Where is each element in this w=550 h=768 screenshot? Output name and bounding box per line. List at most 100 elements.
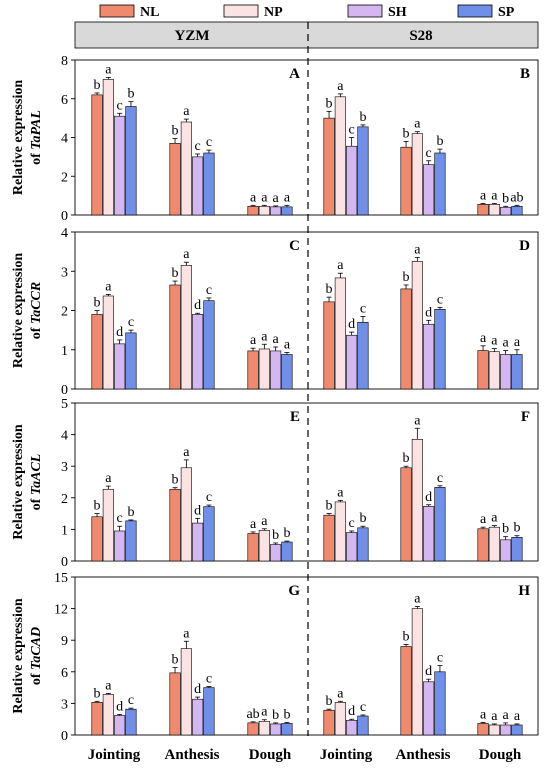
x-category-label: Anthesis [164, 747, 219, 763]
legend-label-sp: SP [498, 5, 515, 20]
significance-letter: b [127, 505, 134, 520]
y-tick-label: 5 [61, 397, 68, 412]
bar-sh [114, 530, 126, 562]
bar-np [258, 721, 270, 736]
bar-np [411, 608, 423, 736]
bar-nl [477, 528, 489, 562]
y-tick-label: 3 [61, 697, 68, 712]
panel-letter: H [518, 583, 530, 599]
significance-letter: a [491, 188, 498, 203]
significance-letter: a [480, 331, 487, 346]
y-tick-label: 4 [61, 429, 68, 444]
significance-letter: a [183, 626, 190, 641]
significance-letter: a [105, 678, 112, 693]
significance-letter: b [172, 123, 179, 138]
y-tick-label: 6 [61, 666, 68, 681]
bar-sh [346, 334, 358, 390]
significance-letter: a [414, 243, 421, 258]
significance-letter: b [127, 87, 134, 102]
bar-sh [500, 539, 512, 562]
significance-letter: a [183, 445, 190, 460]
significance-letter: d [348, 704, 355, 719]
panel-letter: E [290, 409, 300, 425]
x-category-label: Dough [249, 747, 292, 763]
bar-sp [511, 724, 523, 736]
bar-np [488, 724, 500, 736]
bar-nl [169, 284, 181, 390]
y-axis-label-gene: TaCCR [29, 282, 44, 324]
bar-sh [114, 115, 126, 216]
y-tick-label: 0 [61, 729, 68, 744]
bar-sp [281, 354, 293, 390]
y-axis-label-gene: TaPAL [29, 110, 44, 150]
bar-sp [434, 671, 446, 736]
bar-nl [91, 314, 103, 390]
bar-np [334, 96, 346, 216]
bar-sp [511, 205, 523, 216]
significance-letter: d [116, 325, 123, 340]
y-axis-label-prefix: of [29, 153, 44, 165]
y-axis-label-line1: Relative expression [11, 598, 26, 713]
significance-letter: b [436, 134, 443, 149]
bar-sp [511, 536, 523, 562]
y-axis-label-prefix: of [29, 498, 44, 510]
significance-letter: a [491, 334, 498, 349]
significance-letter: b [272, 528, 279, 543]
bar-sh [270, 206, 282, 216]
significance-letter: c [360, 700, 366, 715]
bar-nl [169, 672, 181, 736]
y-axis-label-line2: of TaCAD [29, 627, 44, 685]
header-box [74, 21, 539, 49]
panel-letter: F [521, 409, 530, 425]
significance-letter: d [194, 682, 201, 697]
panel-letter: A [289, 66, 300, 82]
bar-np [334, 277, 346, 390]
significance-letter: b [326, 96, 333, 111]
bar-sp [511, 354, 523, 390]
panel-letter: G [288, 583, 300, 599]
bar-sh [192, 698, 204, 736]
significance-letter: c [349, 123, 355, 138]
bar-nl [247, 722, 259, 736]
bar-sp [281, 723, 293, 736]
significance-letter: a [480, 707, 487, 722]
bar-sp [434, 309, 446, 390]
significance-letter: a [284, 337, 291, 352]
significance-letter: a [491, 709, 498, 724]
significance-letter: ab [510, 190, 523, 205]
significance-letter: a [414, 591, 421, 606]
significance-letter: d [348, 317, 355, 332]
significance-letter: b [502, 191, 509, 206]
significance-letter: b [94, 296, 101, 311]
significance-letter: b [283, 707, 290, 722]
y-axis-label-prefix: of [29, 327, 44, 339]
bar-sp [203, 300, 215, 390]
bar-nl [91, 702, 103, 736]
significance-letter: b [326, 694, 333, 709]
significance-letter: d [425, 490, 432, 505]
significance-letter: b [359, 110, 366, 125]
y-axis-label-line1: Relative expression [11, 253, 26, 368]
bar-nl [400, 646, 412, 736]
significance-letter: a [414, 117, 421, 132]
significance-letter: ab [246, 707, 259, 722]
bar-sp [434, 152, 446, 216]
significance-letter: a [105, 279, 112, 294]
significance-letter: b [94, 78, 101, 93]
bar-sp [281, 206, 293, 216]
bar-sh [423, 164, 435, 216]
significance-letter: a [261, 705, 268, 720]
significance-letter: c [349, 516, 355, 531]
bar-sh [270, 544, 282, 562]
bar-sh [423, 323, 435, 390]
significance-letter: a [250, 333, 257, 348]
panel-letter: D [519, 238, 530, 254]
significance-letter: c [206, 135, 212, 150]
